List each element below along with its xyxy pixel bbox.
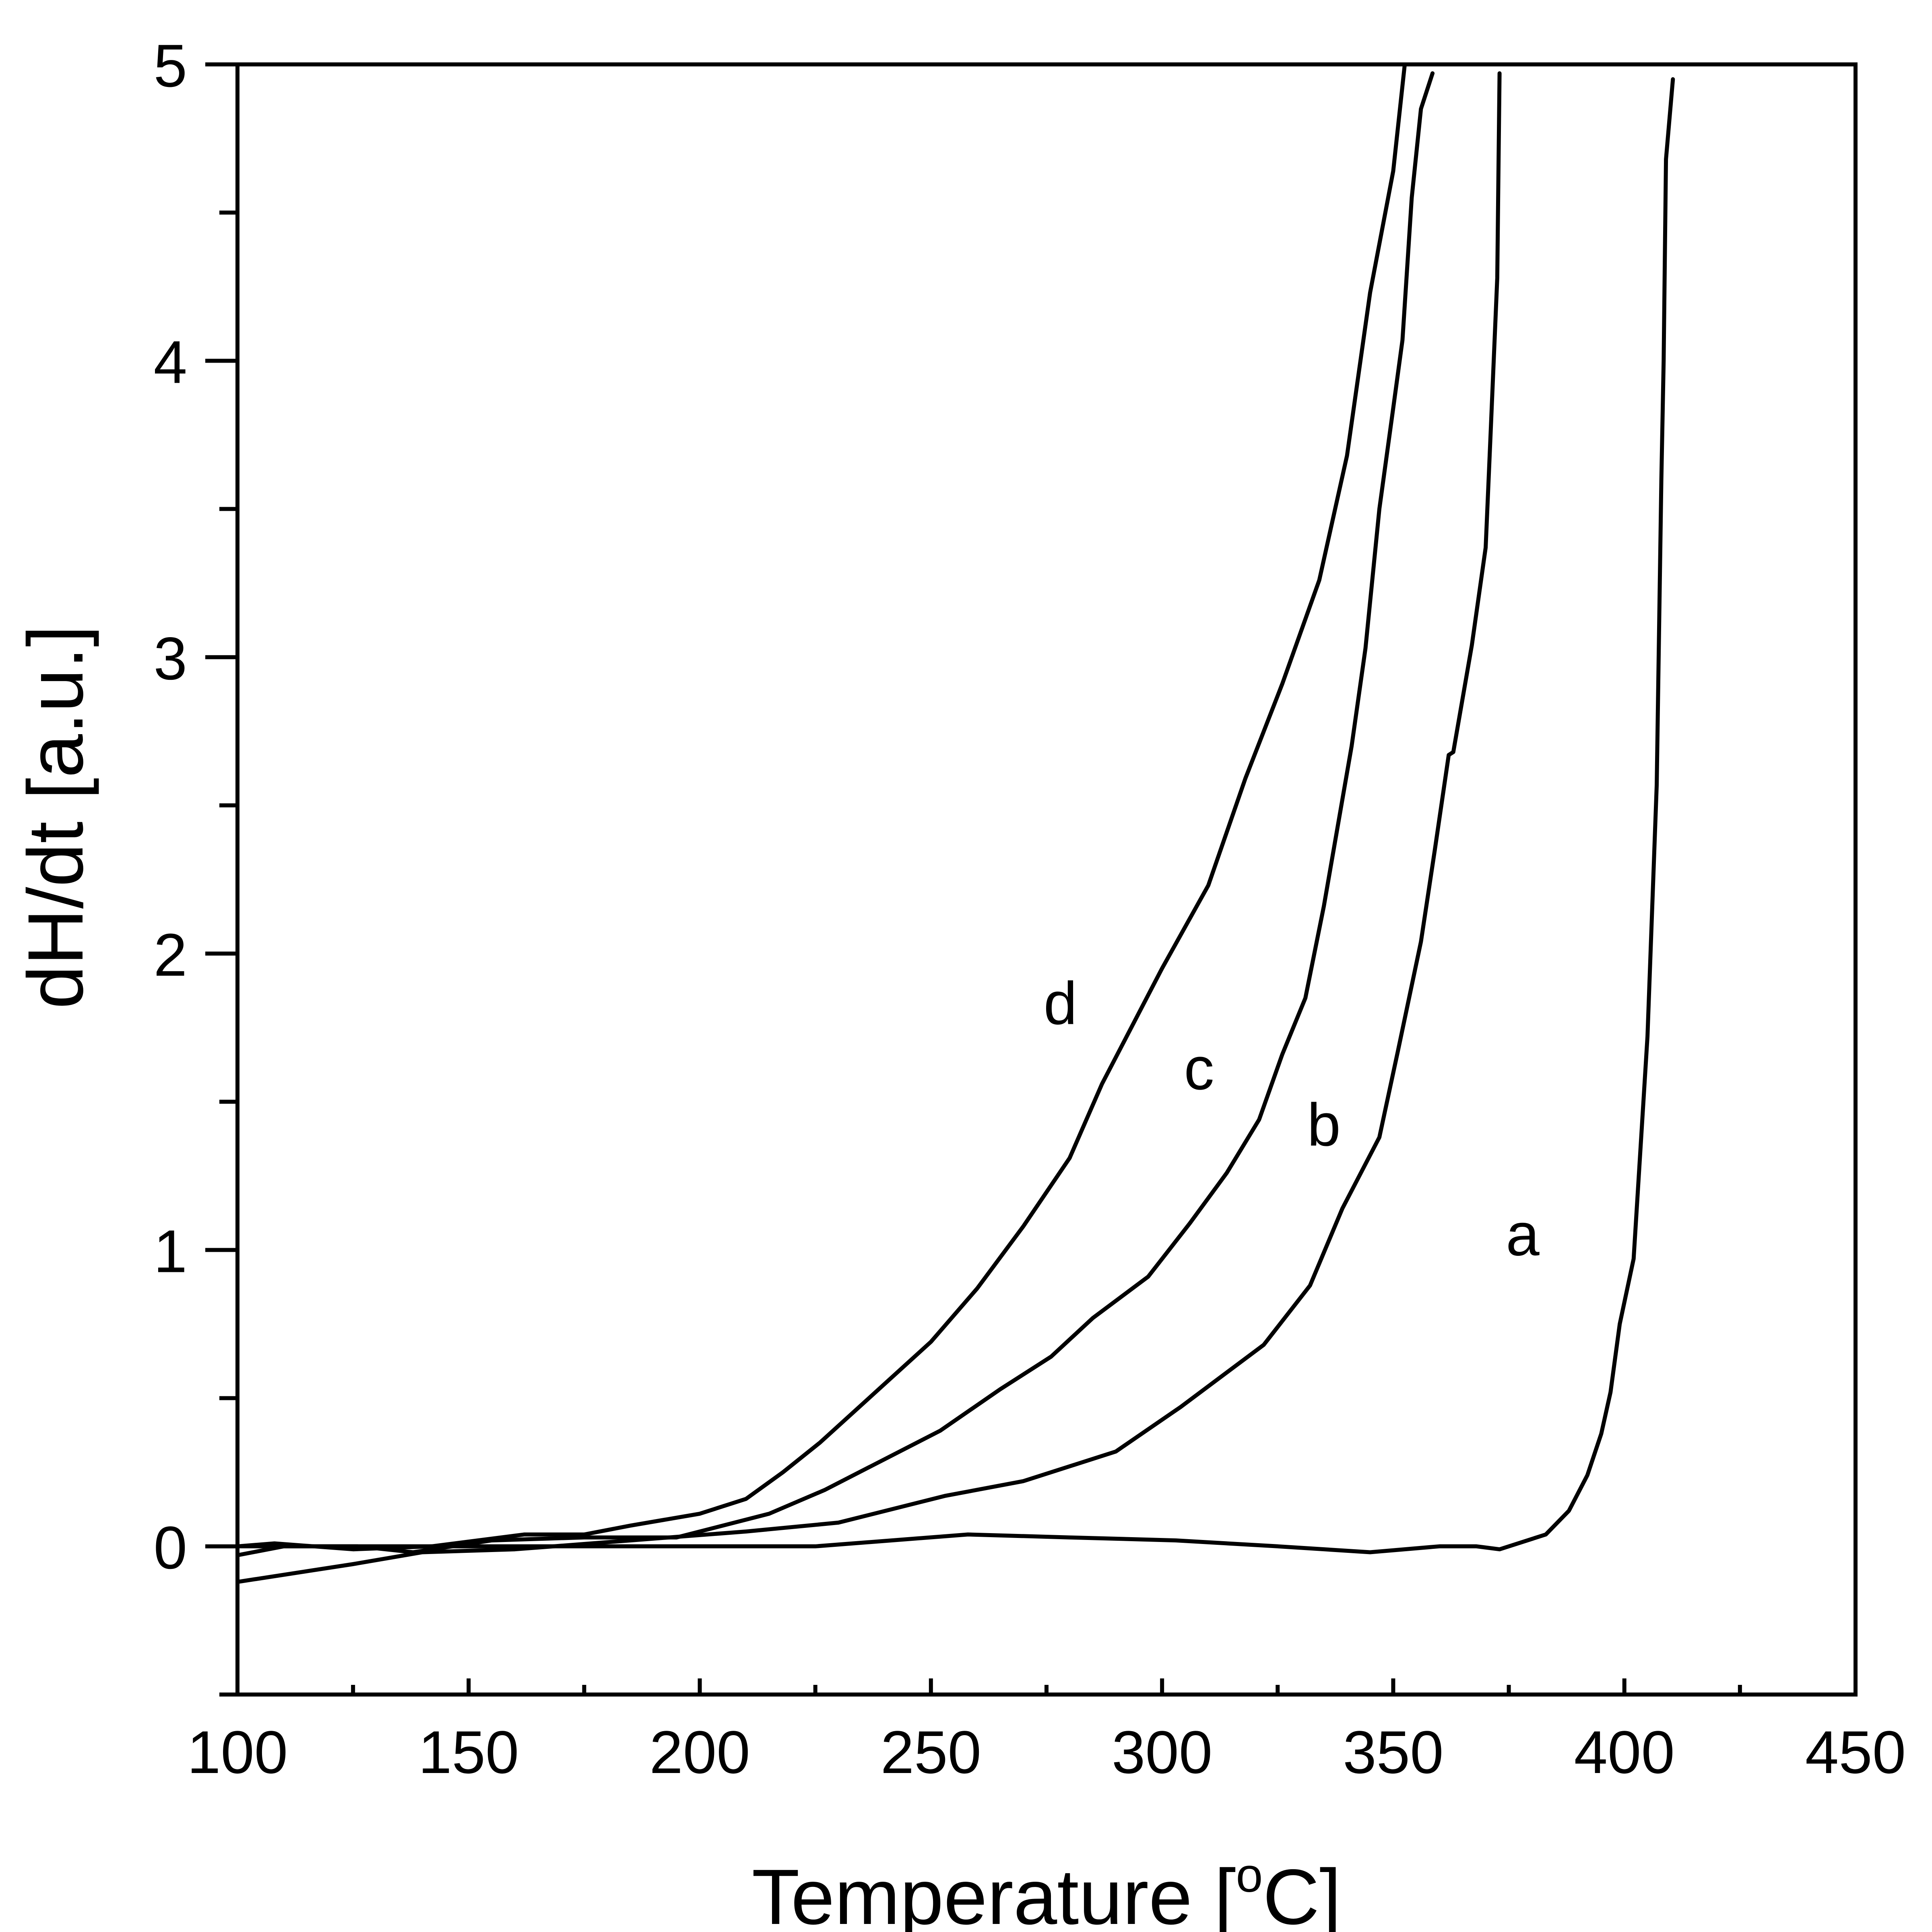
series-b-label: b bbox=[1307, 1091, 1340, 1158]
tick-labels: 100 150 200 250 300 350 400 450 0 1 2 3 4 5 bbox=[154, 32, 1906, 1786]
curve-labels: a b c d bbox=[1044, 969, 1540, 1268]
y-tick-label: 5 bbox=[154, 32, 187, 99]
x-tick-label: 400 bbox=[1574, 1718, 1675, 1786]
x-tick-label: 150 bbox=[418, 1718, 519, 1786]
y-tick-label: 3 bbox=[154, 625, 187, 692]
y-tick-label: 4 bbox=[154, 328, 187, 396]
plot-frame bbox=[235, 62, 1858, 1697]
y-tick-label: 2 bbox=[154, 921, 187, 989]
x-tick-label: 200 bbox=[649, 1718, 750, 1786]
series-c-label: c bbox=[1184, 1034, 1214, 1102]
x-tick-label: 450 bbox=[1805, 1718, 1906, 1786]
series-d-label: d bbox=[1044, 969, 1077, 1037]
x-axis-title: Temperature [oC] bbox=[752, 1848, 1342, 1932]
series-d-line bbox=[235, 62, 1407, 1548]
series-c-line bbox=[235, 71, 1435, 1557]
y-tick-label: 1 bbox=[154, 1217, 187, 1285]
x-tick-label: 250 bbox=[881, 1718, 981, 1786]
x-tick-label: 100 bbox=[187, 1718, 288, 1786]
series-a-label: a bbox=[1506, 1201, 1540, 1268]
x-tick-label: 300 bbox=[1112, 1718, 1212, 1786]
x-tick-label: 350 bbox=[1343, 1718, 1443, 1786]
y-axis-title: dH/dt [a.u.] bbox=[12, 625, 99, 1009]
y-tick-label: 0 bbox=[154, 1514, 187, 1581]
series-group bbox=[235, 62, 1675, 1584]
series-b-line bbox=[235, 71, 1502, 1584]
